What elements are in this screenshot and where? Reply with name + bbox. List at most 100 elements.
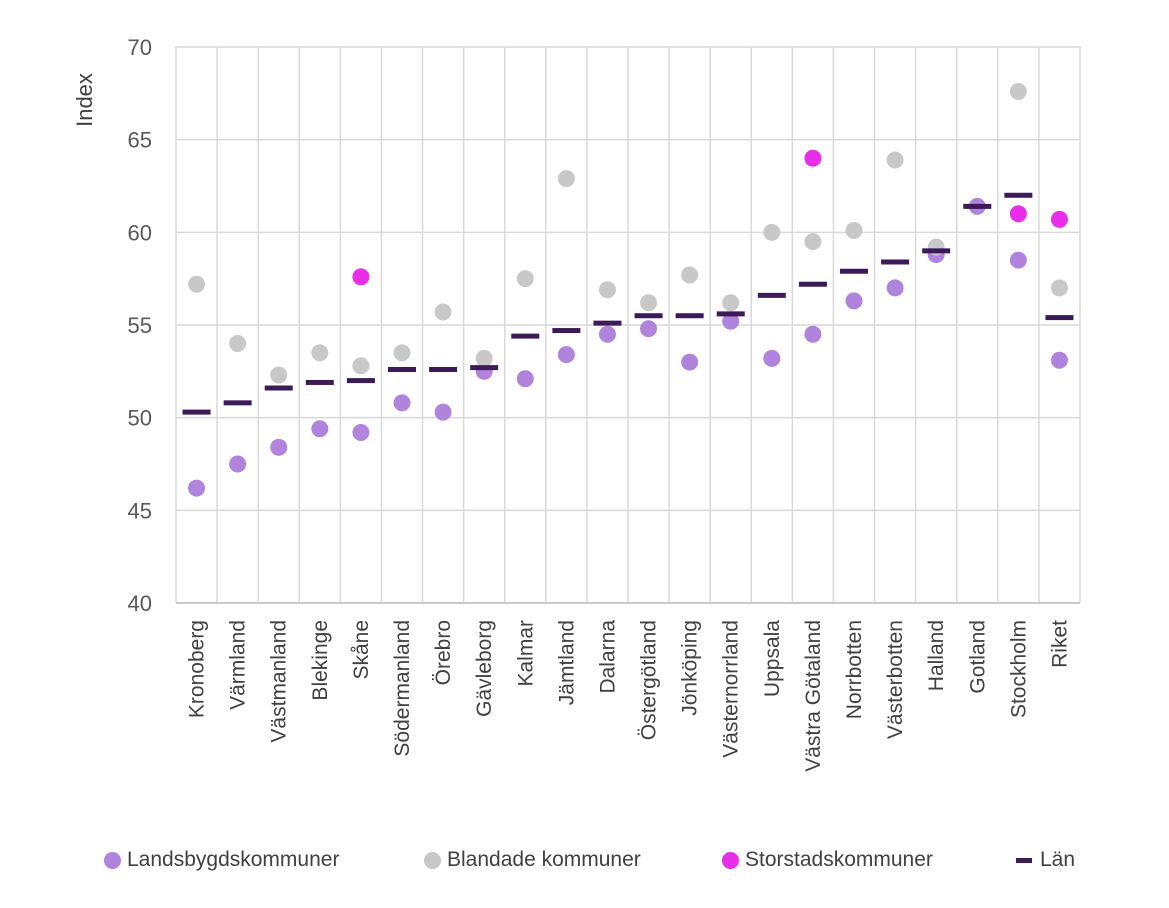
- legend-dot-icon: [424, 851, 441, 869]
- blandade-point: [475, 349, 493, 367]
- landsbygd-point: [845, 292, 863, 310]
- blandade-point: [640, 294, 658, 312]
- x-tick-label: Värmland: [227, 620, 250, 710]
- storstad-point: [804, 149, 822, 167]
- lan-dash-marker: [429, 366, 458, 372]
- lan-dash-marker: [264, 385, 293, 391]
- lan-dash-marker: [963, 203, 992, 209]
- x-tick-label: Västerbotten: [884, 620, 907, 739]
- y-axis-label: Index: [72, 73, 97, 127]
- legend-item: Storstadskommuner: [722, 842, 933, 878]
- legend-label: Storstadskommuner: [745, 848, 933, 871]
- x-tick-label: Norrbotten: [843, 620, 866, 719]
- landsbygd-point: [311, 420, 329, 438]
- blandade-point: [188, 275, 206, 293]
- x-tick-label: Västra Götaland: [802, 620, 825, 772]
- x-tick-label: Jönköping: [679, 620, 702, 716]
- x-tick-label: Dalarna: [596, 620, 619, 694]
- landsbygd-point: [229, 455, 247, 473]
- gridlines: [175, 46, 1081, 604]
- x-tick-label: Västmanland: [268, 620, 291, 743]
- lan-dash-marker: [552, 328, 581, 334]
- landsbygd-point: [393, 394, 411, 412]
- blandade-point: [270, 366, 288, 384]
- lan-dash-marker: [1045, 315, 1074, 321]
- landsbygd-point: [886, 279, 904, 297]
- blandade-point: [557, 170, 575, 188]
- lan-dash-marker: [1004, 192, 1033, 198]
- x-tick-label: Kronoberg: [186, 620, 209, 718]
- lan-dash-marker: [388, 366, 416, 372]
- legend-dot-icon: [104, 851, 121, 869]
- blandade-point: [516, 270, 534, 288]
- storstad-point: [352, 268, 370, 286]
- lan-dash-marker: [675, 313, 704, 319]
- y-tick-label: 65: [128, 128, 152, 153]
- x-axis-ticks: Kronoberg Värmland Västmanland Blekinge Skån…: [186, 620, 1072, 772]
- legend-dash-icon: [1016, 857, 1032, 863]
- legend-label: Län: [1040, 848, 1076, 871]
- lan-dash-marker: [593, 320, 622, 326]
- legend-item: Landsbygdskommuner: [104, 842, 339, 878]
- y-tick-label: 50: [128, 406, 152, 431]
- lan-dash-marker: [305, 379, 334, 385]
- y-tick-label: 45: [128, 498, 152, 523]
- lan-dash-marker: [716, 311, 745, 317]
- x-tick-label: Blekinge: [309, 620, 332, 701]
- blandade-point: [763, 223, 781, 241]
- x-tick-label: Kalmar: [514, 620, 537, 687]
- lan-dash-marker: [470, 365, 499, 371]
- y-tick-label: 70: [128, 35, 152, 60]
- blandade-point: [311, 344, 329, 362]
- x-tick-label: Stockholm: [1007, 620, 1030, 718]
- legend-dot-icon: [722, 851, 739, 869]
- lan-dash-marker: [182, 409, 211, 415]
- landsbygd-point: [434, 403, 452, 421]
- data-marks: [182, 82, 1074, 497]
- landsbygd-point: [804, 325, 822, 343]
- landsbygd-point: [681, 353, 699, 371]
- y-tick-label: 40: [128, 591, 152, 616]
- landsbygd-point: [640, 320, 658, 338]
- x-tick-label: Jämtland: [555, 620, 578, 705]
- lan-dash-marker: [757, 292, 786, 298]
- legend: Landsbygdskommuner Blandade kommuner Stors…: [0, 842, 1169, 878]
- blandade-point: [598, 281, 616, 299]
- y-tick-label: 60: [128, 220, 152, 245]
- x-tick-label: Östergötland: [638, 620, 661, 740]
- lan-dash-marker: [840, 268, 868, 274]
- legend-label: Blandade kommuner: [447, 848, 641, 871]
- lan-dash-marker: [634, 313, 663, 319]
- legend-item: Län: [1016, 842, 1075, 878]
- landsbygd-point: [598, 325, 616, 343]
- blandade-point: [1050, 279, 1068, 297]
- landsbygd-point: [1050, 351, 1068, 369]
- y-tick-label: 55: [128, 313, 152, 338]
- landsbygd-point: [270, 438, 288, 456]
- x-tick-label: Riket: [1048, 620, 1071, 668]
- blandade-point: [393, 344, 411, 362]
- x-tick-label: Halland: [925, 620, 948, 691]
- blandade-point: [1009, 82, 1027, 100]
- x-tick-label: Södermanland: [391, 620, 414, 757]
- blandade-point: [434, 303, 452, 321]
- x-tick-label: Gotland: [966, 620, 989, 694]
- landsbygd-point: [763, 349, 781, 367]
- landsbygd-point: [722, 312, 740, 330]
- landsbygd-point: [352, 423, 370, 441]
- landsbygd-point: [188, 479, 206, 497]
- blandade-point: [352, 357, 370, 375]
- x-tick-label: Uppsala: [761, 620, 784, 697]
- blandade-point: [681, 266, 699, 284]
- blandade-point: [229, 335, 247, 353]
- x-tick-label: Västernorrland: [720, 620, 743, 758]
- landsbygd-point: [557, 346, 575, 364]
- legend-label: Landsbygdskommuner: [127, 848, 340, 871]
- blandade-point: [722, 294, 740, 312]
- x-tick-label: Örebro: [432, 620, 455, 685]
- landsbygd-point: [1009, 251, 1027, 269]
- y-axis-ticks: 40 45 50 55 60 65 70: [128, 35, 152, 616]
- landsbygd-point: [516, 370, 534, 388]
- storstad-point: [1009, 205, 1027, 223]
- legend-item: Blandade kommuner: [424, 842, 641, 878]
